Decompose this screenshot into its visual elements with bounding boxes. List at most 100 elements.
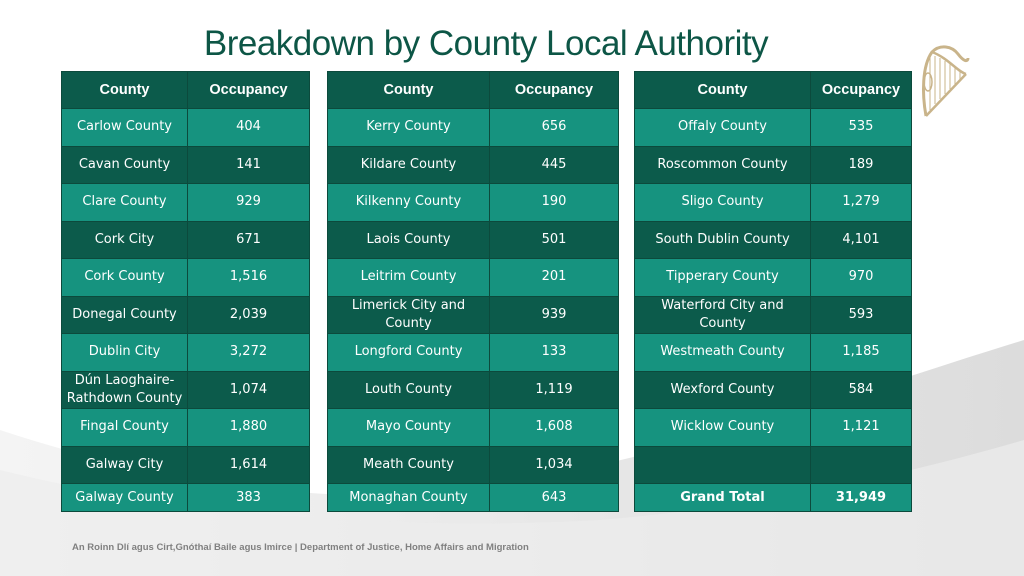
county-cell: Leitrim County [327,258,490,297]
county-cell: Donegal County [61,295,188,334]
occupancy-cell: 3,272 [187,333,310,372]
occupancy-cell: 1,516 [187,258,310,297]
table-row: Dún Laoghaire-Rathdown County 1,074 [61,370,310,409]
county-column-header: County [634,71,811,109]
harp-icon [922,45,970,117]
occupancy-cell: 1,185 [810,333,912,372]
occupancy-cell: 1,121 [810,408,912,447]
table-row: Galway City 1,614 [61,445,310,484]
occupancy-cell: 939 [489,295,619,334]
table-row: Carlow County 404 [61,108,310,147]
table-row: South Dublin County 4,101 [634,220,912,259]
county-cell: Meath County [327,445,490,484]
table-row: Grand Total 31,949 [634,483,912,512]
county-cell: Wicklow County [634,408,811,447]
county-column-header: County [61,71,188,109]
occupancy-column-header: Occupancy [489,71,619,109]
county-cell: Laois County [327,220,490,259]
county-cell: Dún Laoghaire-Rathdown County [61,370,188,409]
county-cell: Fingal County [61,408,188,447]
occupancy-cell: 1,074 [187,370,310,409]
county-cell: Galway County [61,483,188,512]
table-row: Mayo County 1,608 [327,408,619,447]
occupancy-cell [810,445,912,484]
county-table-2: County Occupancy Kerry County 656 Kildare … [327,71,619,512]
table-row: Offaly County 535 [634,108,912,147]
occupancy-cell: 501 [489,220,619,259]
table-row: Clare County 929 [61,183,310,222]
county-table-1: County Occupancy Carlow County 404 Cavan C… [61,71,310,512]
occupancy-cell: 201 [489,258,619,297]
table-row: Sligo County 1,279 [634,183,912,222]
occupancy-cell: 929 [187,183,310,222]
county-cell: Waterford City and County [634,295,811,334]
table-row: Longford County 133 [327,333,619,372]
occupancy-cell: 643 [489,483,619,512]
county-cell [634,445,811,484]
county-cell: Monaghan County [327,483,490,512]
occupancy-cell: 1,614 [187,445,310,484]
table-row: Kilkenny County 190 [327,183,619,222]
county-cell: Sligo County [634,183,811,222]
occupancy-cell: 1,608 [489,408,619,447]
occupancy-cell: 1,279 [810,183,912,222]
table-row: Kerry County 656 [327,108,619,147]
occupancy-cell: 671 [187,220,310,259]
table-row: Westmeath County 1,185 [634,333,912,372]
county-cell: Louth County [327,370,490,409]
table-row: Roscommon County 189 [634,145,912,184]
occupancy-cell: 133 [489,333,619,372]
occupancy-cell: 2,039 [187,295,310,334]
county-column-header: County [327,71,490,109]
table-row: Tipperary County 970 [634,258,912,297]
county-cell: Carlow County [61,108,188,147]
table-row: Dublin City 3,272 [61,333,310,372]
table-row: Cork County 1,516 [61,258,310,297]
county-cell: Dublin City [61,333,188,372]
table-row: Wicklow County 1,121 [634,408,912,447]
county-cell: Grand Total [634,483,811,512]
table-row: Fingal County 1,880 [61,408,310,447]
county-cell: South Dublin County [634,220,811,259]
occupancy-column-header: Occupancy [810,71,912,109]
occupancy-cell: 141 [187,145,310,184]
footer-text: An Roinn Dlí agus Cirt,Gnóthaí Baile agu… [72,542,529,553]
table-row: Meath County 1,034 [327,445,619,484]
table-row: Waterford City and County 593 [634,295,912,334]
county-cell: Wexford County [634,370,811,409]
county-cell: Offaly County [634,108,811,147]
occupancy-cell: 383 [187,483,310,512]
county-cell: Cavan County [61,145,188,184]
occupancy-cell: 445 [489,145,619,184]
occupancy-cell: 190 [489,183,619,222]
county-cell: Kerry County [327,108,490,147]
occupancy-cell: 31,949 [810,483,912,512]
county-cell: Clare County [61,183,188,222]
occupancy-cell: 1,119 [489,370,619,409]
county-cell: Galway City [61,445,188,484]
occupancy-cell: 1,880 [187,408,310,447]
table-row: Kildare County 445 [327,145,619,184]
table-row: Wexford County 584 [634,370,912,409]
county-cell: Longford County [327,333,490,372]
county-cell: Roscommon County [634,145,811,184]
occupancy-cell: 1,034 [489,445,619,484]
occupancy-cell: 584 [810,370,912,409]
table-row: Galway County 383 [61,483,310,512]
table-row: Cavan County 141 [61,145,310,184]
occupancy-cell: 189 [810,145,912,184]
page-title: Breakdown by County Local Authority [203,24,769,63]
county-cell: Tipperary County [634,258,811,297]
table-row: Monaghan County 643 [327,483,619,512]
table-row: Leitrim County 201 [327,258,619,297]
table-row: Laois County 501 [327,220,619,259]
table-row [634,445,912,484]
county-cell: Limerick City and County [327,295,490,334]
county-cell: Cork County [61,258,188,297]
occupancy-cell: 593 [810,295,912,334]
county-cell: Cork City [61,220,188,259]
occupancy-cell: 4,101 [810,220,912,259]
table-row: Louth County 1,119 [327,370,619,409]
table-row: Cork City 671 [61,220,310,259]
